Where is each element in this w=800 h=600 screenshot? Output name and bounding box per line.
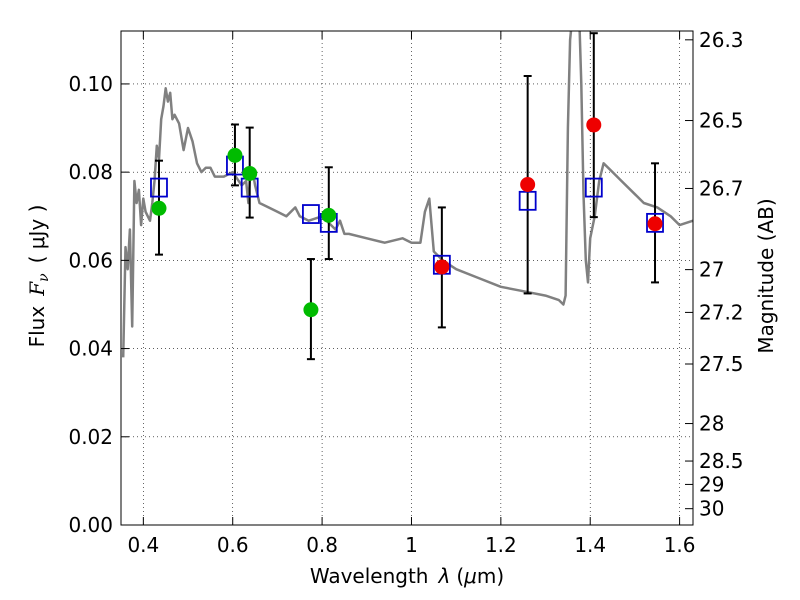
y-tick-label: 0.04 <box>68 337 113 361</box>
observed-photometry-point <box>586 117 602 133</box>
observed-photometry-point <box>151 200 167 216</box>
grid <box>121 31 693 526</box>
y-axis-ticks: 0.00 0.02 0.04 0.06 0.08 0.10 <box>68 72 129 537</box>
model-photometry-point <box>646 212 664 233</box>
observed-photometry-point <box>520 176 536 192</box>
y2-tick-label: 26.3 <box>699 28 744 52</box>
y2-tick-label: 28 <box>699 412 724 436</box>
x-axis-ticks: 0.4 0.6 0.8 1 1.2 1.4 1.6 <box>127 31 696 557</box>
y2-tick-label: 27.5 <box>699 352 744 376</box>
plot-area <box>121 31 693 361</box>
x-tick-label: 0.8 <box>306 533 338 557</box>
model-photometry-point <box>150 177 168 198</box>
x-tick-label: 1 <box>405 533 418 557</box>
x-tick-label: 1.6 <box>664 533 696 557</box>
observed-photometry-point <box>647 216 663 232</box>
x-axis-label: Wavelength λ (μm) <box>310 564 504 588</box>
y-tick-label: 0.00 <box>68 513 113 537</box>
model-photometry-point <box>302 204 320 224</box>
model-photometry-point <box>584 177 603 198</box>
y2-tick-label: 29 <box>699 472 724 496</box>
y2-tick-label: 28.5 <box>699 449 744 473</box>
y-tick-label: 0.08 <box>68 160 113 184</box>
y-axis-label: FluxFν( μJy ) <box>25 205 52 348</box>
y-tick-label: 0.06 <box>68 248 113 272</box>
x-tick-label: 1.4 <box>574 533 606 557</box>
observed-photometry-point <box>434 259 450 275</box>
plot-frame <box>120 30 694 526</box>
y-tick-label: 0.10 <box>68 72 113 96</box>
observed-photometry-point <box>303 302 319 318</box>
x-tick-label: 0.4 <box>127 533 159 557</box>
observed-photometry-markers <box>151 117 663 318</box>
x-tick-label: 0.6 <box>217 533 249 557</box>
observed-photometry-point <box>227 147 243 163</box>
model-spectrum-line <box>121 31 693 358</box>
y2-axis-label: Magnitude (AB) <box>754 198 778 353</box>
y2-tick-label: 26.5 <box>699 109 744 133</box>
y2-tick-label: 26.7 <box>699 176 744 200</box>
y-tick-label: 0.02 <box>68 425 113 449</box>
y2-tick-label: 27.2 <box>699 300 744 324</box>
observed-photometry-point <box>242 165 258 181</box>
y2-tick-label: 30 <box>699 497 724 521</box>
observed-photometry-point <box>321 207 337 223</box>
x-tick-label: 1.2 <box>485 533 517 557</box>
y2-tick-label: 27 <box>699 258 724 282</box>
